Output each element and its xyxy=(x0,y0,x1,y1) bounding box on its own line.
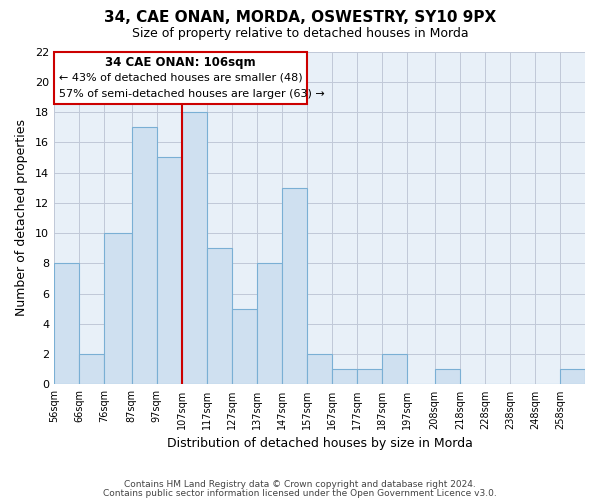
Bar xyxy=(307,354,332,384)
Bar xyxy=(104,233,131,384)
Text: 57% of semi-detached houses are larger (63) →: 57% of semi-detached houses are larger (… xyxy=(59,90,325,100)
Bar xyxy=(79,354,104,384)
X-axis label: Distribution of detached houses by size in Morda: Distribution of detached houses by size … xyxy=(167,437,472,450)
Bar xyxy=(157,158,182,384)
Bar xyxy=(282,188,307,384)
Bar xyxy=(357,370,382,384)
Bar xyxy=(435,370,460,384)
Text: 34 CAE ONAN: 106sqm: 34 CAE ONAN: 106sqm xyxy=(105,56,256,69)
Bar xyxy=(382,354,407,384)
Text: Contains HM Land Registry data © Crown copyright and database right 2024.: Contains HM Land Registry data © Crown c… xyxy=(124,480,476,489)
FancyBboxPatch shape xyxy=(54,52,307,104)
Text: Contains public sector information licensed under the Open Government Licence v3: Contains public sector information licen… xyxy=(103,488,497,498)
Text: Size of property relative to detached houses in Morda: Size of property relative to detached ho… xyxy=(131,28,469,40)
Bar xyxy=(54,264,79,384)
Bar xyxy=(207,248,232,384)
Bar xyxy=(257,264,282,384)
Bar xyxy=(332,370,357,384)
Text: 34, CAE ONAN, MORDA, OSWESTRY, SY10 9PX: 34, CAE ONAN, MORDA, OSWESTRY, SY10 9PX xyxy=(104,10,496,25)
Text: ← 43% of detached houses are smaller (48): ← 43% of detached houses are smaller (48… xyxy=(59,72,302,83)
Bar xyxy=(560,370,585,384)
Bar xyxy=(131,127,157,384)
Bar xyxy=(232,309,257,384)
Y-axis label: Number of detached properties: Number of detached properties xyxy=(15,120,28,316)
Bar xyxy=(182,112,207,384)
